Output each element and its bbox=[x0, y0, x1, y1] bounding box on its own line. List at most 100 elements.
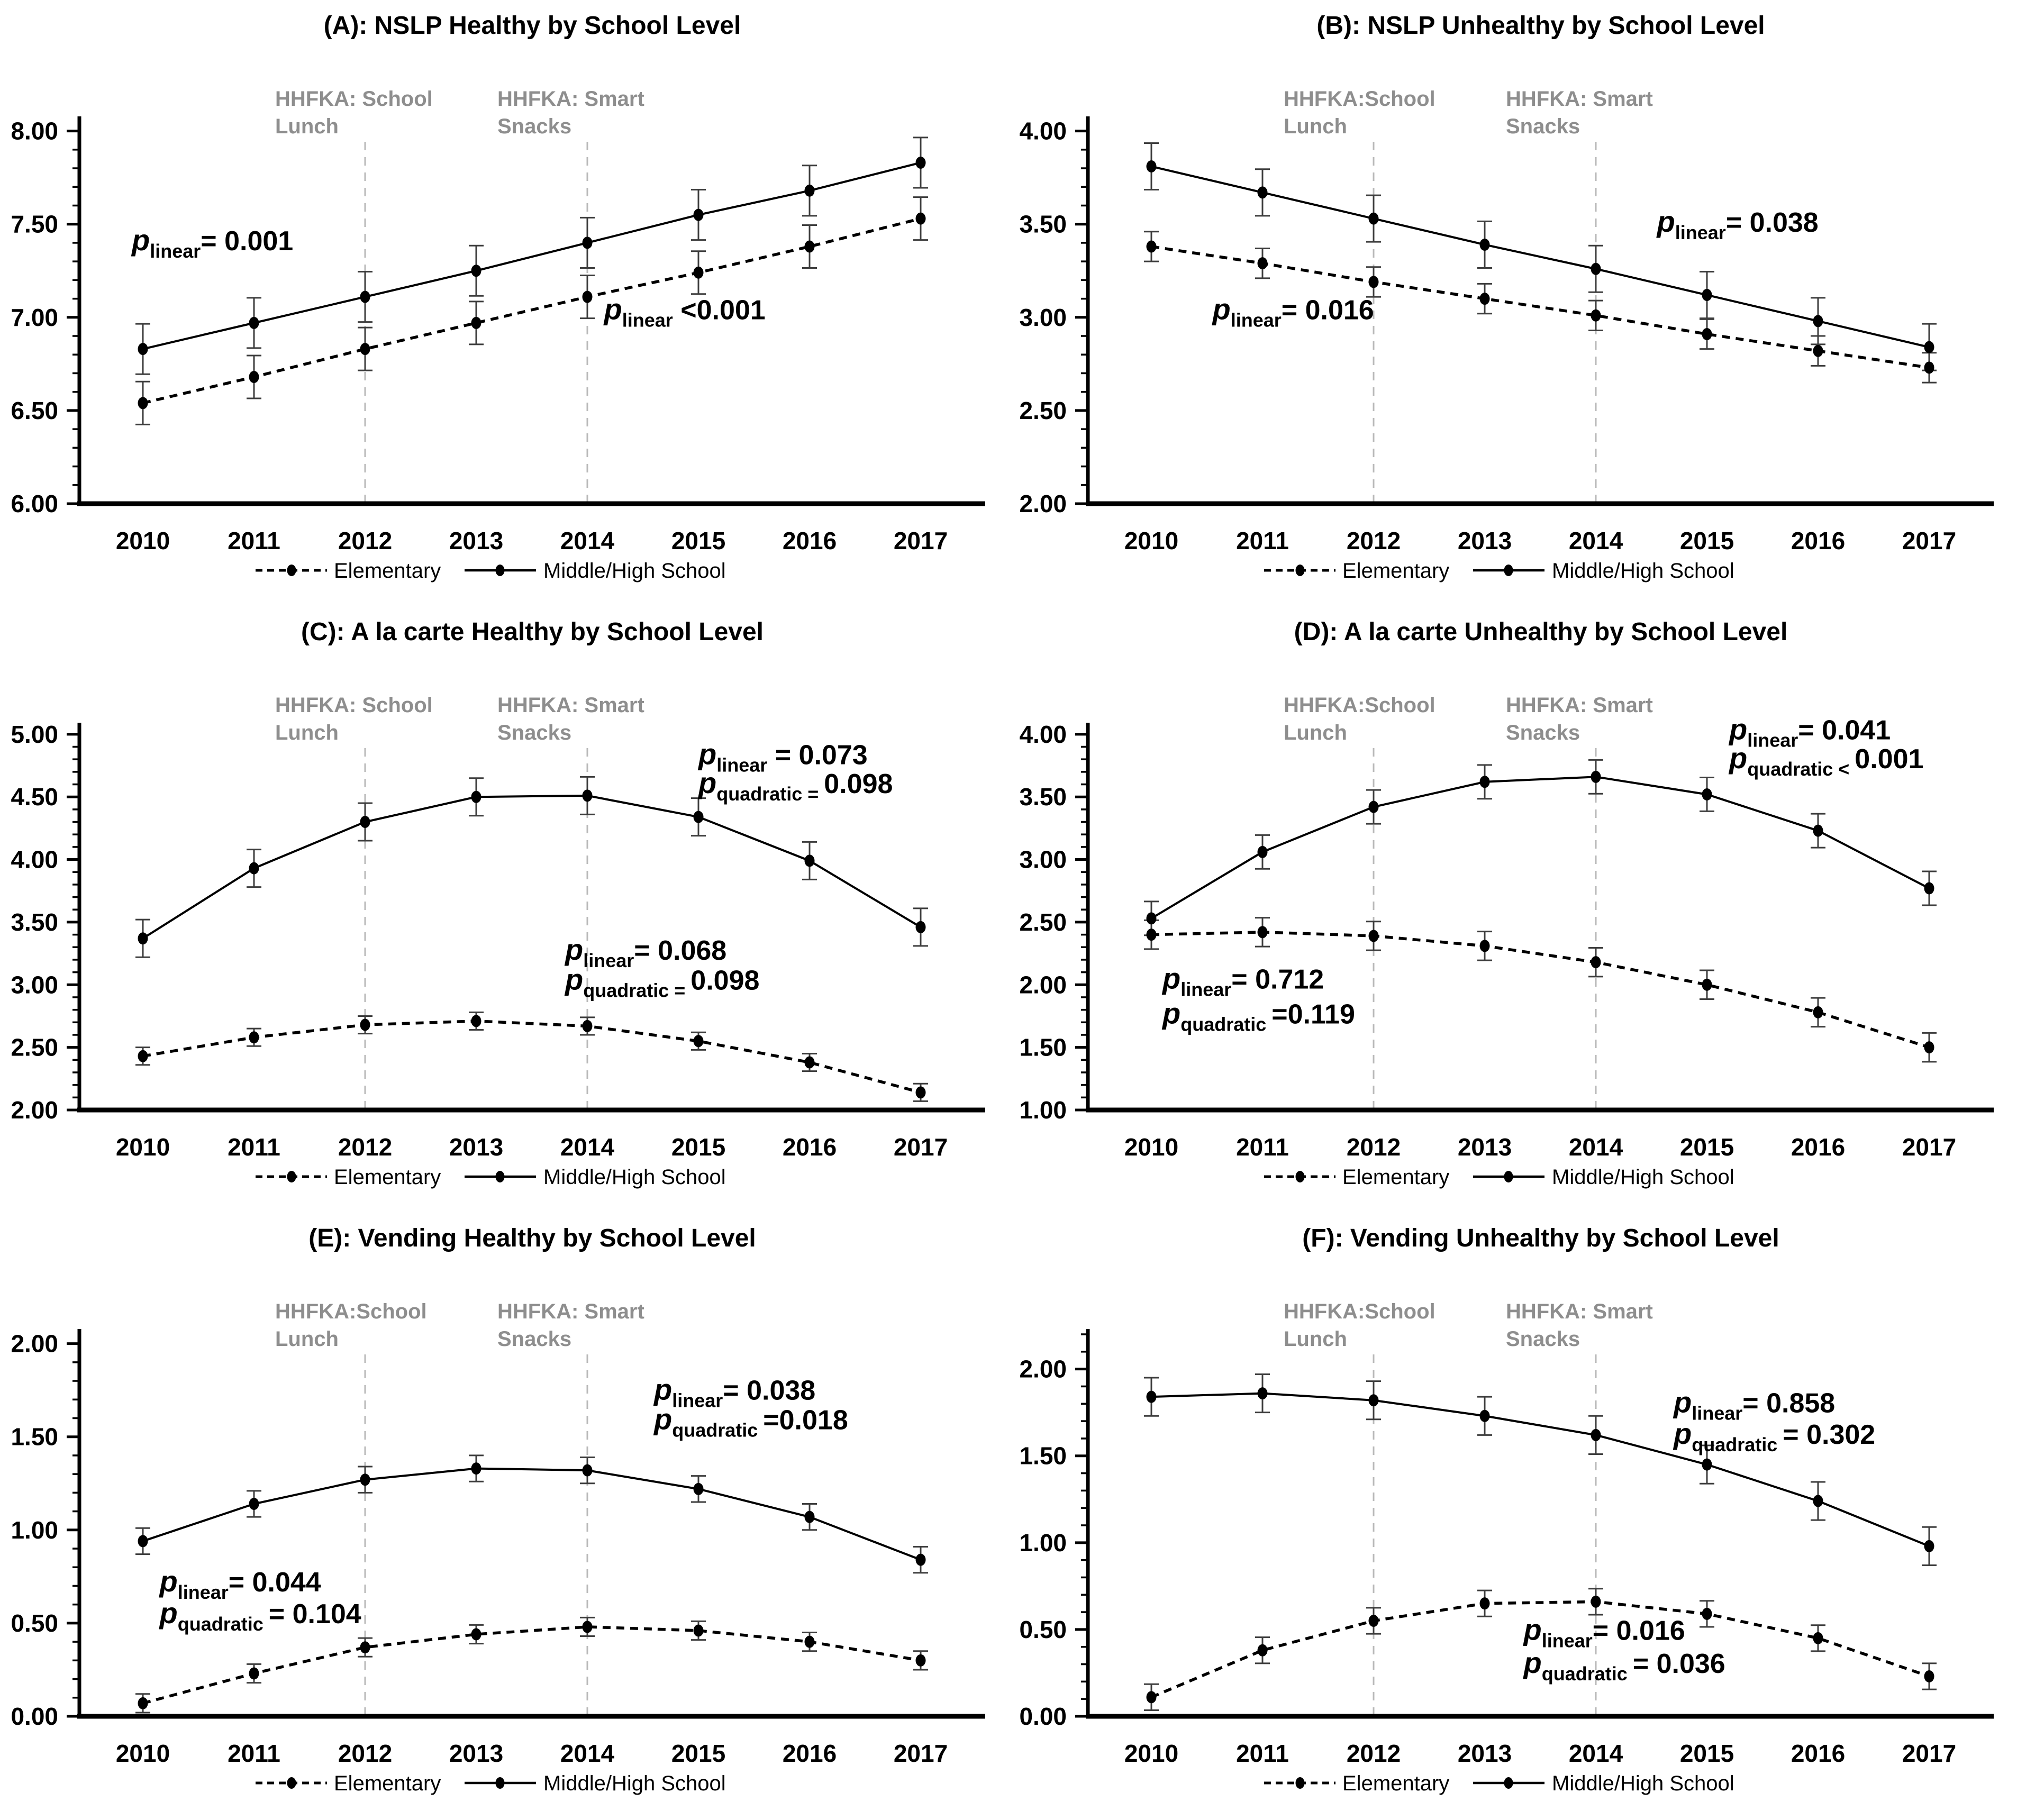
hhfka-reference-lines: HHFKA: School Lunch HHFKA: Smart Snacks bbox=[275, 87, 644, 502]
data-point-marker bbox=[1479, 293, 1490, 305]
legend-elementary-marker bbox=[287, 565, 296, 576]
axes: 0.00 0.50 1.00 1.50 2.00 2010 2011 2012 2013 2014… bbox=[1019, 1329, 1994, 1767]
x-tick-label: 2011 bbox=[1236, 527, 1289, 554]
data-point-marker bbox=[804, 854, 815, 867]
legend-elementary-label: Elementary bbox=[334, 1166, 441, 1189]
legend-elementary-marker bbox=[287, 1777, 296, 1789]
legend-elementary-label: Elementary bbox=[334, 559, 441, 583]
x-tick-label: 2010 bbox=[116, 527, 170, 554]
x-tick-label: 2016 bbox=[783, 1133, 837, 1161]
p-value-annotation: pquadratic < 0.001 bbox=[1728, 741, 1923, 780]
data-point-marker bbox=[1479, 940, 1490, 952]
data-point-marker bbox=[1702, 289, 1712, 302]
series-line bbox=[1151, 931, 1930, 1049]
x-tick-label: 2010 bbox=[1124, 1133, 1178, 1161]
x-tick-label: 2017 bbox=[894, 1133, 948, 1161]
y-tick-label: 3.50 bbox=[11, 908, 58, 936]
y-tick-label: 2.50 bbox=[1019, 908, 1067, 936]
x-tick-label: 2017 bbox=[1902, 1133, 1956, 1161]
series-elementary bbox=[1146, 240, 1934, 374]
x-tick-label: 2016 bbox=[1791, 1740, 1845, 1767]
x-tick-label: 2010 bbox=[116, 1740, 170, 1767]
y-tick-label: 2.00 bbox=[1019, 971, 1067, 998]
p-value-annotation: plinear = 0.073 bbox=[697, 738, 868, 776]
data-point-marker bbox=[138, 1050, 148, 1062]
error-bars bbox=[135, 1454, 928, 1714]
legend-middle-high-marker bbox=[1504, 1777, 1513, 1789]
legend: Elementary Middle/High School bbox=[1264, 1166, 1734, 1189]
hhfka-label: HHFKA: Smart Snacks bbox=[497, 87, 644, 138]
p-value-annotation: pquadratic = 0.036 bbox=[1523, 1646, 1725, 1685]
series-line bbox=[1151, 245, 1930, 369]
panel-title: (E): Vending Healthy by School Level bbox=[308, 1224, 756, 1252]
p-value-annotation: plinear <0.001 bbox=[603, 292, 766, 331]
x-tick-label: 2011 bbox=[1236, 1740, 1289, 1767]
x-tick-label: 2013 bbox=[449, 1133, 503, 1161]
y-tick-label: 4.00 bbox=[1019, 721, 1067, 748]
hhfka-label: HHFKA: Smart Snacks bbox=[1506, 694, 1653, 744]
panel-title: (A): NSLP Healthy by School Level bbox=[324, 12, 741, 40]
p-value-annotation: plinear= 0.038 bbox=[1656, 205, 1819, 243]
x-tick-label: 2017 bbox=[894, 527, 948, 554]
hhfka-reference-lines: HHFKA:School Lunch HHFKA: Smart Snacks bbox=[1284, 87, 1653, 502]
data-point-marker bbox=[693, 1482, 704, 1495]
y-tick-label: 3.50 bbox=[1019, 211, 1067, 238]
data-point-marker bbox=[804, 184, 815, 197]
data-point-marker bbox=[1924, 1670, 1934, 1683]
legend-middle-high-marker bbox=[495, 1777, 505, 1789]
series-elementary bbox=[138, 1621, 926, 1709]
p-value-annotation: plinear= 0.038 bbox=[653, 1372, 815, 1411]
x-tick-label: 2016 bbox=[783, 527, 837, 554]
data-point-marker bbox=[471, 1628, 481, 1641]
x-tick-label: 2012 bbox=[338, 527, 392, 554]
x-tick-label: 2011 bbox=[1236, 1133, 1289, 1161]
p-value-annotation: pquadratic = 0.098 bbox=[697, 766, 893, 805]
series-line bbox=[142, 217, 921, 405]
data-point-marker bbox=[1591, 309, 1601, 322]
x-tick-label: 2010 bbox=[1124, 1740, 1178, 1767]
hhfka-reference-lines: HHFKA:School Lunch HHFKA: Smart Snacks bbox=[1284, 694, 1653, 1108]
p-value-annotations: plinear= 0.001 plinear <0.001 bbox=[131, 223, 766, 331]
legend-middle-high-label: Middle/High School bbox=[543, 1772, 726, 1795]
data-point-marker bbox=[693, 1624, 704, 1637]
data-point-marker bbox=[1591, 1595, 1601, 1608]
legend-middle-high-marker bbox=[1504, 565, 1513, 576]
legend-middle-high-label: Middle/High School bbox=[543, 1166, 726, 1189]
p-value-annotations: plinear= 0.038 plinear= 0.016 bbox=[1212, 205, 1819, 331]
series-middle-high-school bbox=[1146, 1387, 1934, 1552]
hhfka-reference-lines: HHFKA:School Lunch HHFKA: Smart Snacks bbox=[1284, 1300, 1653, 1714]
legend: Elementary Middle/High School bbox=[256, 559, 726, 583]
data-point-marker bbox=[1368, 800, 1379, 813]
hhfka-reference-lines: HHFKA:School Lunch HHFKA: Smart Snacks bbox=[275, 1300, 644, 1714]
data-point-marker bbox=[1146, 1390, 1157, 1403]
y-tick-label: 3.50 bbox=[1019, 783, 1067, 811]
x-tick-label: 2015 bbox=[671, 1740, 725, 1767]
p-value-annotation: plinear= 0.001 bbox=[131, 223, 293, 262]
y-tick-label: 5.00 bbox=[11, 721, 58, 748]
legend-middle-high-marker bbox=[1504, 1171, 1513, 1182]
data-point-marker bbox=[471, 265, 481, 277]
data-point-marker bbox=[471, 790, 481, 803]
data-point-marker bbox=[582, 1464, 593, 1477]
legend-elementary-label: Elementary bbox=[334, 1772, 441, 1795]
series-elementary bbox=[138, 212, 926, 410]
data-point-marker bbox=[1591, 770, 1601, 783]
p-value-annotation: plinear= 0.068 bbox=[564, 933, 726, 971]
hhfka-label: HHFKA:School Lunch bbox=[1284, 87, 1435, 138]
data-point-marker bbox=[915, 212, 926, 225]
data-point-marker bbox=[1591, 1428, 1601, 1441]
series-line bbox=[142, 1020, 921, 1094]
y-tick-label: 1.50 bbox=[11, 1423, 58, 1451]
legend-middle-high-label: Middle/High School bbox=[1552, 559, 1734, 583]
series-middle-high-school bbox=[138, 1462, 926, 1566]
data-point-marker bbox=[249, 862, 259, 875]
panel-e: HHFKA:School Lunch HHFKA: Smart Snacks 0.00 0… bbox=[0, 1213, 1008, 1819]
data-point-marker bbox=[249, 316, 259, 329]
hhfka-label: HHFKA: Smart Snacks bbox=[1506, 87, 1653, 138]
data-point-marker bbox=[1146, 1691, 1157, 1704]
data-point-marker bbox=[693, 266, 704, 279]
data-point-marker bbox=[249, 1031, 259, 1044]
